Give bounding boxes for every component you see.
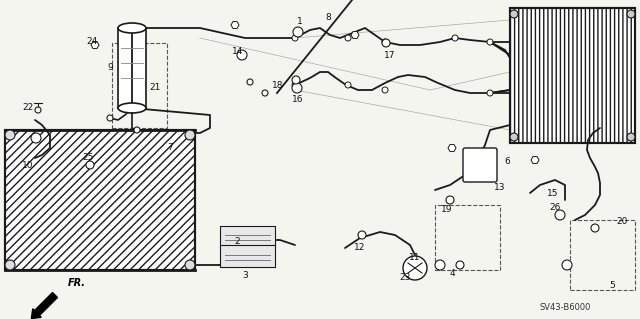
Circle shape [185,130,195,140]
Bar [220,226,275,248]
Text: 17: 17 [384,50,396,60]
Bar [435,205,500,270]
Circle shape [456,261,464,269]
Circle shape [627,133,635,141]
Text: 19: 19 [441,205,452,214]
Polygon shape [351,32,359,39]
Text: 9: 9 [107,63,113,72]
Text: 22: 22 [22,103,34,113]
Bar [5,130,195,270]
FancyBboxPatch shape [463,148,497,182]
FancyArrow shape [31,293,58,319]
Circle shape [5,130,15,140]
Text: 12: 12 [355,243,365,253]
Circle shape [345,35,351,41]
Circle shape [237,50,247,60]
Circle shape [510,10,518,18]
Circle shape [403,256,427,280]
Circle shape [487,39,493,45]
Text: 1: 1 [297,18,303,26]
Text: FR.: FR. [68,278,86,288]
Circle shape [555,210,565,220]
Polygon shape [91,41,99,48]
Circle shape [185,260,195,270]
Circle shape [382,87,388,93]
Bar [5,130,195,270]
Text: 14: 14 [232,48,244,56]
Circle shape [293,27,303,37]
Bar [112,43,167,128]
Text: 10: 10 [22,160,34,169]
Text: 6: 6 [504,158,510,167]
Text: 18: 18 [272,81,284,91]
Circle shape [262,90,268,96]
Text: 24: 24 [86,38,98,47]
Text: 25: 25 [83,153,93,162]
Text: 7: 7 [167,144,173,152]
Circle shape [382,39,390,47]
Text: 4: 4 [449,270,455,278]
Circle shape [292,83,302,93]
Text: 3: 3 [242,271,248,279]
Text: 16: 16 [292,95,304,105]
Ellipse shape [118,23,146,33]
Text: 11: 11 [409,254,420,263]
Text: 20: 20 [616,218,628,226]
Circle shape [487,90,493,96]
Bar [220,245,275,267]
Circle shape [591,224,599,232]
Bar [510,8,635,143]
Ellipse shape [118,103,146,113]
Text: 13: 13 [494,183,506,192]
Circle shape [292,35,298,41]
Circle shape [134,127,140,133]
Circle shape [86,161,94,169]
Circle shape [446,196,454,204]
Circle shape [107,115,113,121]
Text: 21: 21 [149,84,161,93]
Bar [118,28,146,108]
Text: 26: 26 [549,204,561,212]
Polygon shape [531,157,539,163]
Bar [570,220,635,290]
Circle shape [382,39,388,45]
Polygon shape [231,22,239,28]
Text: SV43-B6000: SV43-B6000 [540,303,591,313]
Polygon shape [448,145,456,152]
Circle shape [5,260,15,270]
Circle shape [435,260,445,270]
Text: 8: 8 [325,13,331,23]
Text: 5: 5 [609,280,615,290]
Circle shape [292,82,298,88]
Text: 23: 23 [399,273,411,283]
Circle shape [358,231,366,239]
Circle shape [292,76,300,84]
Bar [5,130,195,270]
Circle shape [31,133,41,143]
Bar [510,8,635,143]
Circle shape [247,79,253,85]
Circle shape [345,82,351,88]
Circle shape [510,133,518,141]
Circle shape [452,35,458,41]
Circle shape [35,107,41,113]
Circle shape [562,260,572,270]
Circle shape [627,10,635,18]
Text: 2: 2 [234,238,240,247]
Bar [510,8,635,143]
Text: 15: 15 [547,189,559,197]
